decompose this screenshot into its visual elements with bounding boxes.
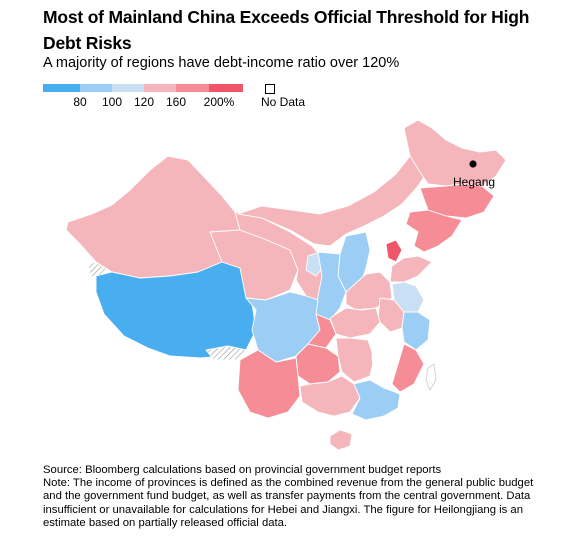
china-map: Hegang xyxy=(65,119,507,451)
legend-swatch-80-100 xyxy=(80,84,112,92)
chart-subtitle: A majority of regions have debt-income r… xyxy=(43,55,400,71)
region-hunan xyxy=(335,337,375,383)
region-taiwan xyxy=(425,363,437,391)
region-xinjiang xyxy=(65,155,241,279)
region-shaanxi xyxy=(315,251,347,321)
region-beijing-tianjin xyxy=(385,239,403,263)
legend-tick-160: 160 xyxy=(165,95,187,109)
legend-no-data-swatch xyxy=(265,84,275,94)
source-note: Source: Bloomberg calculations based on … xyxy=(43,464,442,476)
region-hainan xyxy=(329,429,353,451)
color-legend: 80 100 120 160 200% No Data xyxy=(43,84,306,114)
legend-swatch-lt80 xyxy=(43,84,80,92)
hegang-city-marker xyxy=(469,160,477,168)
legend-swatch-120-160 xyxy=(144,84,176,92)
legend-no-data-label: No Data xyxy=(261,95,306,109)
legend-swatch-gt200 xyxy=(209,84,243,92)
legend-tick-120: 120 xyxy=(133,95,155,109)
region-hubei xyxy=(329,307,381,339)
region-tibet xyxy=(95,261,257,359)
region-heilongjiang xyxy=(403,119,507,187)
disputed-area-south xyxy=(205,345,247,361)
legend-tick-200: 200% xyxy=(203,95,235,109)
hegang-city-label: Hegang xyxy=(453,175,495,189)
legend-swatch-100-120 xyxy=(112,84,144,92)
region-shandong xyxy=(389,255,433,283)
methodology-note: Note: The income of provinces is defined… xyxy=(43,477,534,529)
region-zhejiang xyxy=(401,311,431,351)
chart-title: Most of Mainland China Exceeds Official … xyxy=(43,7,530,53)
legend-tick-100: 100 xyxy=(101,95,123,109)
region-guangdong xyxy=(351,379,401,421)
region-yunnan xyxy=(237,349,301,419)
chart-footer: Source: Bloomberg calculations based on … xyxy=(43,464,543,530)
region-guizhou xyxy=(295,343,341,385)
region-liaoning xyxy=(405,209,463,253)
region-fujian xyxy=(391,343,425,393)
legend-tick-80: 80 xyxy=(73,95,87,109)
legend-swatch-160-200 xyxy=(176,84,209,92)
